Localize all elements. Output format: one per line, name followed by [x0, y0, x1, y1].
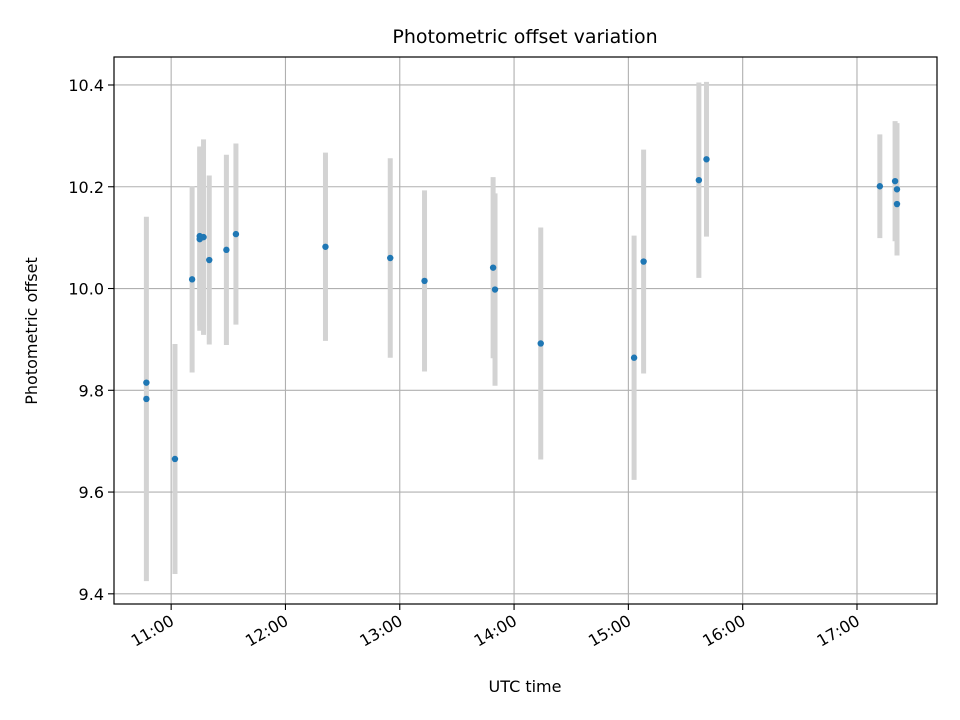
chart-title: Photometric offset variation — [392, 26, 657, 48]
y-tick-label: 9.6 — [79, 483, 104, 502]
data-point — [387, 254, 394, 262]
data-point — [537, 340, 544, 347]
y-axis-ticks: 9.4 9.6 9.8 10.0 10.2 10.4 — [68, 76, 114, 604]
y-tick-label: 10.0 — [68, 280, 104, 299]
y-tick-label: 10.2 — [68, 178, 104, 197]
y-tick-label: 9.4 — [79, 585, 104, 604]
data-point — [876, 183, 884, 190]
data-point — [893, 200, 901, 208]
data-point — [200, 233, 207, 241]
data-point — [223, 246, 230, 254]
data-point — [491, 286, 499, 293]
data-points — [143, 156, 901, 463]
data-point — [891, 177, 899, 185]
data-point — [630, 354, 638, 361]
data-point — [232, 230, 240, 238]
data-point — [695, 176, 703, 184]
data-point — [322, 243, 329, 250]
y-tick-label: 10.4 — [68, 76, 104, 95]
data-point — [143, 379, 150, 386]
data-point — [489, 264, 497, 271]
data-point — [206, 256, 213, 264]
data-point — [640, 258, 647, 265]
data-point — [703, 156, 710, 163]
data-point — [421, 277, 428, 285]
data-point — [893, 186, 901, 193]
plot-frame — [113, 56, 938, 605]
y-tick-label: 9.8 — [79, 381, 104, 400]
grid — [114, 57, 937, 604]
x-axis-label: UTC time — [489, 677, 562, 696]
data-point — [171, 455, 179, 463]
y-axis-label: Photometric offset — [22, 257, 41, 405]
data-point — [143, 395, 150, 403]
data-point — [188, 276, 196, 283]
